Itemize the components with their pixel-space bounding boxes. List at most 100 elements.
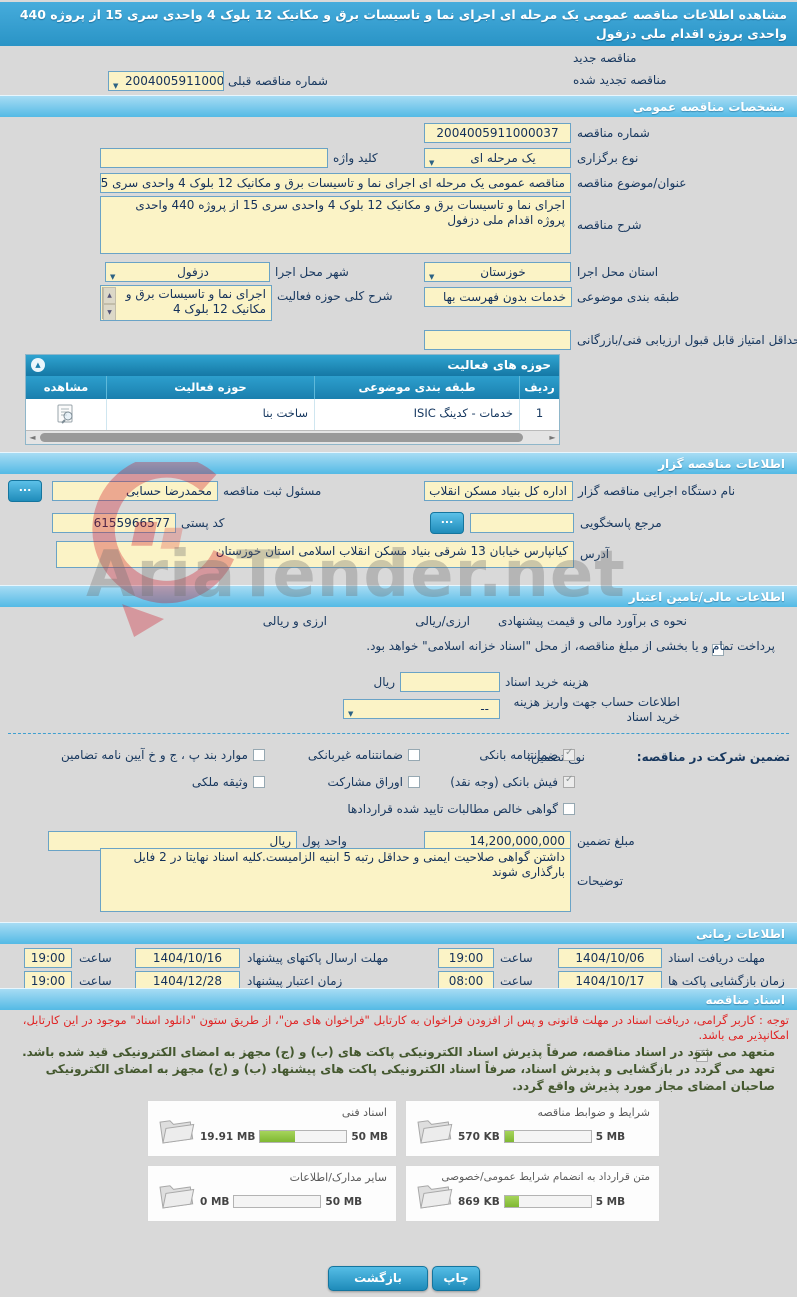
commitment-checkbox[interactable] bbox=[695, 1048, 708, 1062]
cell-field: ساخت بنا bbox=[106, 399, 314, 430]
city-select[interactable]: دزفول ▼ bbox=[105, 262, 270, 282]
notes-textarea[interactable]: داشتن گواهی صلاحیت ایمنی و حداقل رتبه 5 … bbox=[100, 848, 571, 912]
page-title: مشاهده اطلاعات مناقصه عمومی یک مرحله ای … bbox=[0, 2, 797, 46]
province-select[interactable]: خوزستان ▼ bbox=[424, 262, 571, 282]
description-textarea[interactable]: اجرای نما و تاسیسات برق و مکانیک 12 بلوک… bbox=[100, 196, 571, 254]
registrar-more-button[interactable]: ... bbox=[8, 480, 42, 502]
guarantee-option[interactable]: گواهی خالص مطالبات تایید شده قراردادها bbox=[347, 802, 575, 816]
treasury-checkbox[interactable] bbox=[711, 644, 724, 656]
new-tender-label: مناقصه جدید bbox=[573, 51, 637, 65]
opening-time[interactable]: 08:00 bbox=[438, 971, 494, 991]
currency-and-rial-label: ارزی و ریالی bbox=[262, 614, 327, 628]
section-organizer-header: اطلاعات مناقصه گزار bbox=[0, 452, 797, 474]
category-field[interactable]: خدمات بدون فهرست بها bbox=[424, 287, 572, 307]
postal-field[interactable]: 6155966577 bbox=[52, 513, 176, 533]
activity-table: حوزه های فعالیت ▲ ردیف طبقه بندی موضوعی … bbox=[25, 354, 560, 445]
used-size: 0 MB bbox=[200, 1195, 230, 1208]
chevron-down-icon: ▼ bbox=[429, 273, 435, 281]
address-field[interactable]: کیانپارس خیابان 13 شرقی بنیاد مسکن انقلا… bbox=[56, 541, 574, 568]
doc-deadline-time[interactable]: 19:00 bbox=[438, 948, 494, 968]
guarantee-option[interactable]: وثیقه ملکی bbox=[192, 775, 265, 789]
city-label: شهر محل اجرا bbox=[275, 265, 349, 279]
guarantee-amount-field[interactable]: 14,200,000,000 bbox=[424, 831, 571, 851]
renewed-tender-label: مناقصه تجدید شده bbox=[573, 73, 667, 87]
section-documents-header: اسناد مناقصه bbox=[0, 988, 797, 1010]
contact-more-button[interactable]: ... bbox=[430, 512, 464, 534]
view-document-icon[interactable] bbox=[54, 403, 78, 425]
max-size: 5 MB bbox=[595, 1130, 626, 1143]
used-size: 869 KB bbox=[458, 1195, 500, 1208]
currency-label: واحد پول bbox=[302, 834, 347, 848]
folder-icon bbox=[159, 1185, 195, 1209]
spinner-arrows-icon[interactable]: ▲ ▼ bbox=[102, 287, 116, 320]
participation-bonds-checkbox[interactable] bbox=[408, 776, 420, 788]
folder-icon bbox=[417, 1120, 453, 1144]
scroll-right-icon[interactable]: ► bbox=[549, 433, 556, 442]
tender-type-label: نوع برگزاری bbox=[577, 151, 639, 165]
horizontal-scrollbar[interactable]: ◄ ► bbox=[26, 430, 559, 444]
registrar-field[interactable]: محمدرضا حسابی bbox=[52, 481, 218, 501]
keyword-field[interactable] bbox=[100, 148, 328, 168]
account-info-label: اطلاعات حساب جهت واریز هزینه خرید اسناد bbox=[513, 695, 680, 724]
back-button[interactable]: بازگشت bbox=[328, 1266, 428, 1291]
offer-deadline-date[interactable]: 1404/10/16 bbox=[135, 948, 240, 968]
validity-date[interactable]: 1404/12/28 bbox=[135, 971, 240, 991]
used-size: 570 KB bbox=[458, 1130, 500, 1143]
guarantee-amount-label: مبلغ تضمین bbox=[577, 834, 635, 848]
column-field: حوزه فعالیت bbox=[106, 376, 314, 399]
guarantee-option[interactable]: موارد بند پ ، ج و خ آیین نامه تضامین bbox=[61, 748, 265, 762]
doc-fee-field[interactable] bbox=[400, 672, 500, 692]
agency-field[interactable]: اداره کل بنیاد مسکن انقلاب bbox=[424, 481, 573, 501]
scrollbar-thumb[interactable] bbox=[40, 433, 523, 442]
activity-table-title: حوزه های فعالیت ▲ bbox=[26, 355, 559, 376]
bank-receipt-checkbox[interactable] bbox=[563, 774, 575, 788]
subject-field[interactable]: مناقصه عمومی یک مرحله ای اجرای نما و تاس… bbox=[100, 173, 571, 193]
progress-bar bbox=[259, 1130, 348, 1143]
cell-view bbox=[26, 399, 106, 430]
bylaw-items-checkbox[interactable] bbox=[253, 749, 265, 761]
net-claims-checkbox[interactable] bbox=[563, 803, 575, 815]
activity-scope-box[interactable]: اجرای نما و تاسیسات برق و مکانیک 12 بلوک… bbox=[100, 285, 272, 321]
guarantee-option[interactable]: اوراق مشارکت bbox=[328, 775, 420, 789]
notes-label: توضیحات bbox=[577, 874, 624, 888]
property-collateral-checkbox[interactable] bbox=[253, 776, 265, 788]
prev-tender-select[interactable]: 2004005911000029▼ bbox=[108, 71, 224, 91]
folder-icon bbox=[417, 1185, 453, 1209]
opening-time-label: زمان بازگشایی پاکت ها bbox=[668, 974, 785, 988]
rial-option-label: ارزی/ریالی bbox=[415, 614, 470, 628]
guarantee-option[interactable]: ضمانتنامه بانکی bbox=[479, 747, 575, 762]
offer-deadline-time[interactable]: 19:00 bbox=[24, 948, 72, 968]
guarantee-option[interactable]: ضمانتنامه غیربانکی bbox=[308, 748, 420, 762]
min-score-field[interactable] bbox=[424, 330, 571, 350]
contact-field[interactable] bbox=[470, 513, 574, 533]
file-box-contract[interactable]: متن قرارداد به انضمام شرایط عمومی/خصوصی … bbox=[405, 1165, 660, 1222]
commitment-text: متعهد می شود در اسناد مناقصه، صرفاً پذیر… bbox=[22, 1045, 775, 1093]
tender-type-select[interactable]: یک مرحله ای ▼ bbox=[424, 148, 571, 168]
nonbank-guarantee-checkbox[interactable] bbox=[408, 749, 420, 761]
file-box-conditions[interactable]: شرایط و ضوابط مناقصه 570 KB 5 MB bbox=[405, 1100, 660, 1157]
divider bbox=[8, 733, 789, 734]
file-box-other[interactable]: سایر مدارک/اطلاعات 0 MB 50 MB bbox=[147, 1165, 397, 1222]
column-category: طبقه بندی موضوعی bbox=[314, 376, 519, 399]
bank-guarantee-checkbox[interactable] bbox=[563, 747, 575, 761]
scroll-left-icon[interactable]: ◄ bbox=[29, 433, 36, 442]
doc-fee-label: هزینه خرید اسناد bbox=[505, 675, 589, 689]
print-button[interactable]: چاپ bbox=[432, 1266, 480, 1291]
treasury-note: پرداخت تمام و یا بخشی از مبلغ مناقصه، از… bbox=[366, 639, 775, 653]
registrar-label: مسئول ثبت مناقصه bbox=[223, 484, 322, 498]
cell-row-no: 1 bbox=[519, 399, 559, 430]
collapse-icon[interactable]: ▲ bbox=[31, 358, 45, 372]
doc-deadline-date[interactable]: 1404/10/06 bbox=[558, 948, 662, 968]
province-label: استان محل اجرا bbox=[577, 265, 659, 279]
tender-number-field[interactable]: 2004005911000037 bbox=[424, 123, 571, 143]
contact-label: مرجع پاسخگویی bbox=[580, 516, 662, 530]
file-box-technical[interactable]: اسناد فنی 19.91 MB 50 MB bbox=[147, 1100, 397, 1157]
chevron-down-icon: ▼ bbox=[110, 273, 116, 281]
guarantee-option[interactable]: فیش بانکی (وجه نقد) bbox=[450, 774, 575, 789]
account-select[interactable]: -- ▼ bbox=[343, 699, 500, 719]
validity-time[interactable]: 19:00 bbox=[24, 971, 72, 991]
opening-date[interactable]: 1404/10/17 bbox=[558, 971, 662, 991]
hour-label: ساعت bbox=[79, 951, 112, 965]
validity-label: زمان اعتبار پیشنهاد bbox=[247, 974, 343, 988]
description-label: شرح مناقصه bbox=[577, 218, 642, 232]
